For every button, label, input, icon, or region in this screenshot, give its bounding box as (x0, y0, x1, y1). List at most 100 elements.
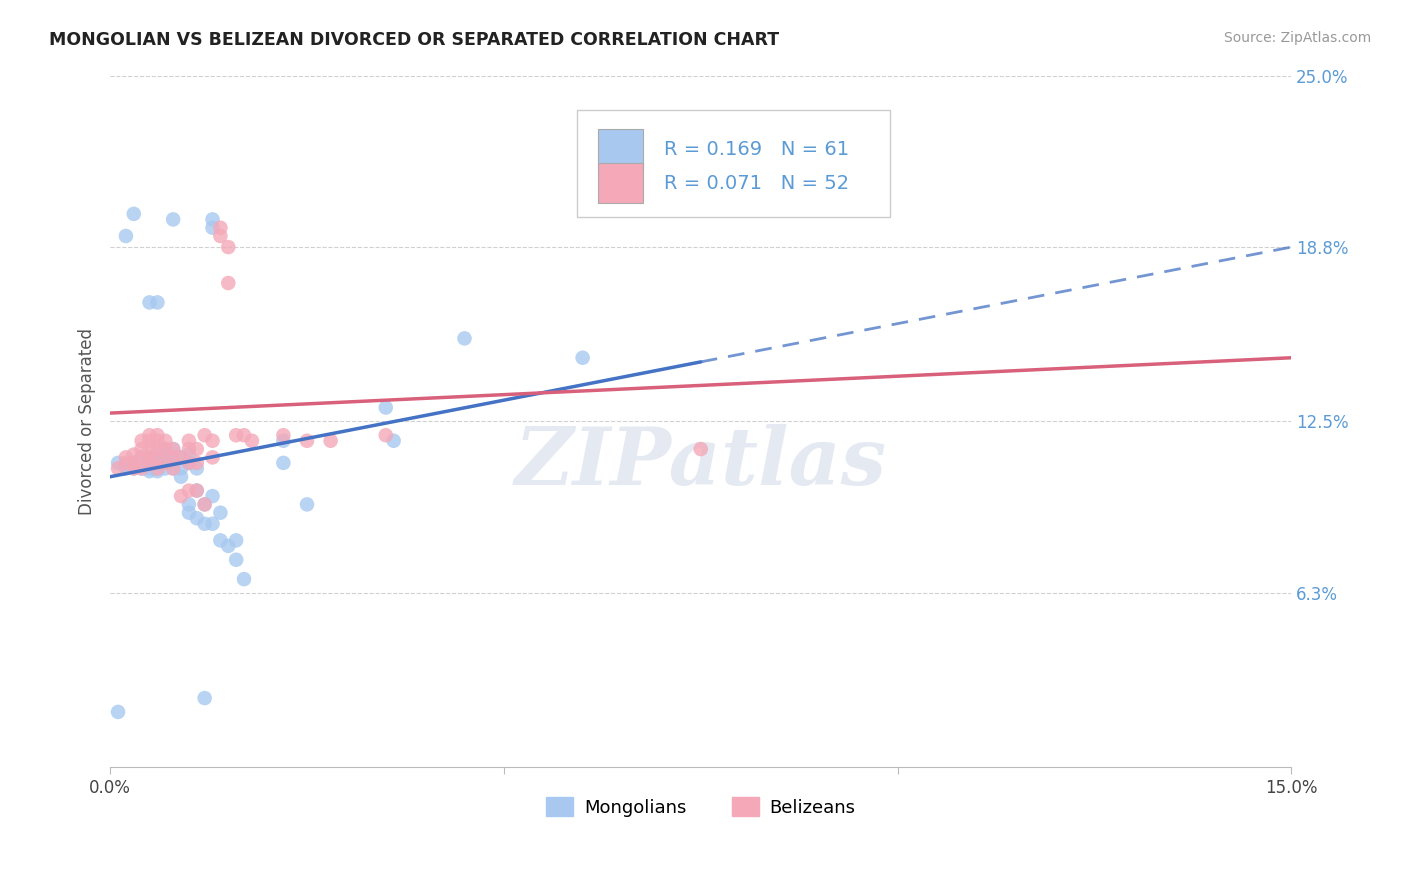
Point (170, 450, 193, 465)
Point (689, 442, 711, 456)
Point (225, 428, 247, 442)
Point (217, 539, 239, 553)
Point (382, 434, 405, 448)
Point (155, 456, 177, 470)
Point (115, 458, 138, 473)
Point (194, 428, 217, 442)
Point (295, 497, 318, 511)
Point (186, 511, 208, 525)
Point (571, 351, 593, 365)
Point (186, 483, 208, 498)
Text: Source: ZipAtlas.com: Source: ZipAtlas.com (1223, 31, 1371, 45)
Point (131, 450, 153, 465)
Point (177, 497, 200, 511)
Point (138, 442, 160, 456)
Point (146, 428, 169, 442)
Point (374, 428, 396, 442)
Point (131, 461, 153, 475)
Point (162, 442, 184, 456)
FancyBboxPatch shape (598, 163, 643, 203)
Point (107, 461, 129, 475)
Point (201, 489, 224, 503)
Point (225, 533, 247, 548)
Point (146, 461, 169, 475)
Point (155, 450, 177, 465)
Point (177, 448, 200, 462)
Point (107, 456, 129, 470)
Point (146, 450, 169, 465)
Point (201, 434, 224, 448)
Point (186, 461, 208, 475)
Point (201, 516, 224, 531)
Point (138, 456, 160, 470)
Point (209, 220, 232, 235)
Point (170, 461, 193, 475)
Point (194, 691, 217, 706)
Point (177, 506, 200, 520)
Point (273, 434, 295, 448)
Point (217, 276, 239, 290)
Point (131, 461, 153, 475)
Point (209, 506, 232, 520)
Point (194, 516, 217, 531)
Point (209, 533, 232, 548)
Point (146, 448, 169, 462)
Point (155, 448, 177, 462)
Point (146, 442, 169, 456)
Point (162, 450, 184, 465)
Y-axis label: Divorced or Separated: Divorced or Separated (79, 328, 96, 515)
Point (295, 434, 318, 448)
Point (122, 207, 145, 221)
Point (155, 461, 177, 475)
Point (170, 469, 193, 483)
Point (155, 456, 177, 470)
Point (131, 442, 153, 456)
Point (162, 212, 184, 227)
Text: R = 0.169   N = 61: R = 0.169 N = 61 (664, 140, 849, 159)
Point (138, 456, 160, 470)
Point (131, 434, 153, 448)
Point (146, 461, 169, 475)
Point (138, 450, 160, 465)
Point (453, 331, 475, 345)
Point (138, 461, 160, 475)
Point (131, 450, 153, 465)
Point (186, 483, 208, 498)
Point (122, 456, 145, 470)
Point (138, 428, 160, 442)
Point (273, 428, 295, 442)
Point (138, 450, 160, 465)
Point (122, 461, 145, 475)
Point (138, 464, 160, 478)
Point (122, 456, 145, 470)
Point (201, 450, 224, 465)
Text: ZIPatlas: ZIPatlas (515, 424, 887, 501)
Point (155, 442, 177, 456)
Point (194, 497, 217, 511)
Point (115, 229, 138, 244)
Point (107, 705, 129, 719)
Point (162, 461, 184, 475)
Text: R = 0.071   N = 52: R = 0.071 N = 52 (664, 174, 849, 193)
Point (131, 458, 153, 473)
Point (201, 212, 224, 227)
Point (186, 456, 208, 470)
Point (170, 450, 193, 465)
Point (138, 434, 160, 448)
Point (122, 461, 145, 475)
Point (162, 461, 184, 475)
Point (194, 497, 217, 511)
FancyBboxPatch shape (598, 129, 643, 169)
Point (177, 456, 200, 470)
Point (162, 450, 184, 465)
Point (162, 442, 184, 456)
Point (186, 442, 208, 456)
Point (122, 448, 145, 462)
Point (138, 295, 160, 310)
Point (146, 295, 169, 310)
Point (225, 553, 247, 567)
FancyBboxPatch shape (576, 110, 890, 218)
Point (177, 456, 200, 470)
Point (240, 434, 263, 448)
Point (115, 461, 138, 475)
